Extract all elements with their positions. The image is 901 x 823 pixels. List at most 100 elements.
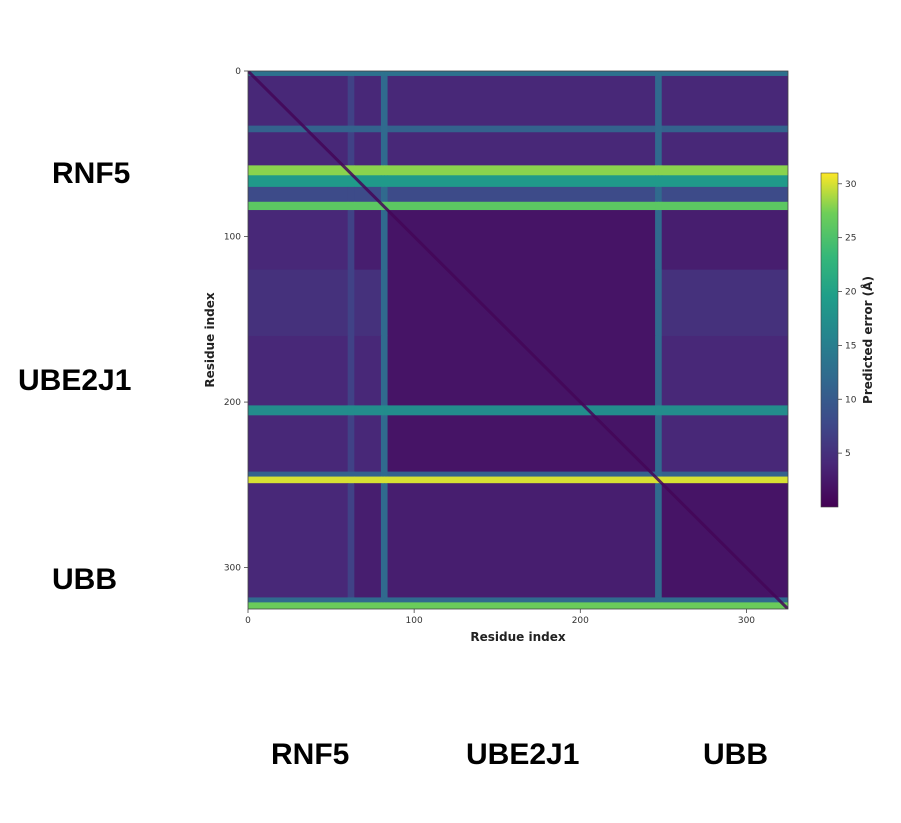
heatmap-cell — [655, 335, 659, 406]
heatmap-cell — [347, 175, 355, 188]
heatmap-cell — [661, 206, 788, 211]
heatmap-cell — [661, 210, 788, 271]
colorbar-tick-label: 30 — [845, 180, 857, 190]
heatmap-cell — [248, 479, 349, 484]
heatmap-cell — [248, 201, 349, 208]
heatmap-cell — [661, 269, 788, 337]
heatmap-cell — [387, 269, 656, 337]
heatmap-cell — [347, 132, 355, 166]
heatmap-cell — [354, 483, 382, 599]
heatmap-cell — [655, 479, 659, 484]
heatmap-cell — [347, 405, 355, 416]
heatmap-cell — [380, 483, 385, 599]
heatmap-cell — [658, 602, 663, 609]
heatmap-cell — [354, 210, 382, 271]
heatmap-cell — [354, 269, 382, 337]
heatmap-cell — [248, 210, 349, 271]
heatmap-cell — [384, 405, 389, 416]
y-tick-label: 0 — [235, 67, 241, 77]
y-tick-label: 200 — [224, 398, 241, 408]
heatmap-cell — [380, 186, 385, 203]
heatmap-cell — [248, 165, 349, 176]
y-tick-label: 100 — [224, 233, 241, 243]
heatmap-cell — [384, 125, 389, 133]
heatmap-cell — [380, 479, 385, 484]
heatmap-cell — [347, 75, 355, 127]
bottom-label-ube2j1: UBE2J1 — [466, 738, 580, 771]
heatmap-cell — [248, 125, 349, 133]
heatmap-cell — [384, 186, 389, 203]
heatmap-cell — [248, 405, 349, 416]
heatmap-cell — [655, 206, 659, 211]
heatmap-cell — [384, 210, 389, 271]
heatmap-cell — [347, 597, 355, 603]
heatmap-cell — [380, 71, 385, 77]
heatmap-axes: 0 100 200 300 0 100 200 300 — [224, 67, 756, 626]
heatmap-cell — [658, 415, 663, 473]
heatmap-cell — [347, 483, 355, 599]
heatmap-cell — [380, 75, 385, 127]
heatmap-cell — [384, 75, 389, 127]
colorbar-tick-label: 5 — [845, 449, 851, 459]
heatmap-cell — [248, 471, 349, 478]
heatmap-cell — [384, 335, 389, 406]
heatmap-cell — [248, 206, 349, 211]
heatmap-cell — [354, 405, 382, 416]
heatmap-cell — [354, 597, 382, 603]
colorbar-tick-label: 20 — [845, 288, 857, 298]
heatmap-cell — [387, 75, 656, 127]
heatmap-cell — [661, 476, 788, 481]
heatmap-cell — [655, 210, 659, 271]
heatmap-cell — [387, 206, 656, 211]
heatmap-cell — [655, 125, 659, 133]
heatmap-cell — [380, 476, 385, 481]
heatmap-cell — [387, 201, 656, 208]
heatmap-cell — [655, 132, 659, 166]
heatmap-cell — [354, 602, 382, 609]
heatmap-cell — [248, 186, 349, 203]
heatmap-cell — [661, 597, 788, 603]
heatmap-cell — [347, 71, 355, 77]
heatmap-cell — [248, 269, 349, 337]
heatmap-cell — [387, 479, 656, 484]
heatmap-cell — [655, 415, 659, 473]
heatmap-plot-area — [248, 71, 788, 609]
heatmap-cell — [387, 125, 656, 133]
heatmap-cell — [661, 335, 788, 406]
heatmap-cell — [384, 479, 389, 484]
heatmap-cell — [658, 206, 663, 211]
colorbar-title: Predicted error (Å) — [860, 276, 875, 404]
colorbar-tick-label: 15 — [845, 341, 856, 351]
heatmap-cell — [248, 597, 349, 603]
heatmap-cell — [655, 71, 659, 77]
heatmap-cell — [658, 471, 663, 478]
heatmap-cell — [661, 125, 788, 133]
heatmap-cell — [354, 479, 382, 484]
heatmap-cell — [248, 75, 349, 127]
heatmap-cell — [661, 201, 788, 208]
heatmap-cell — [347, 602, 355, 609]
heatmap-cell — [387, 175, 656, 188]
x-axis-title: Residue index — [470, 630, 565, 644]
heatmap-cell — [384, 597, 389, 603]
heatmap-cell — [658, 175, 663, 188]
heatmap-cell — [387, 471, 656, 478]
heatmap-cell — [387, 602, 656, 609]
heatmap-cell — [248, 476, 349, 481]
heatmap-cell — [661, 186, 788, 203]
heatmap-cell — [248, 483, 349, 599]
heatmap-cell — [354, 206, 382, 211]
heatmap-cell — [658, 132, 663, 166]
heatmap-cell — [387, 132, 656, 166]
heatmap-cell — [384, 476, 389, 481]
heatmap-cell — [661, 405, 788, 416]
heatmap-cell — [658, 210, 663, 271]
y-axis-title: Residue index — [203, 292, 217, 387]
heatmap-cell — [658, 483, 663, 599]
colorbar-bar — [820, 172, 839, 508]
heatmap-cell — [384, 602, 389, 609]
colorbar-tick-label: 10 — [845, 395, 857, 405]
heatmap-cell — [380, 125, 385, 133]
heatmap-cell — [384, 201, 389, 208]
